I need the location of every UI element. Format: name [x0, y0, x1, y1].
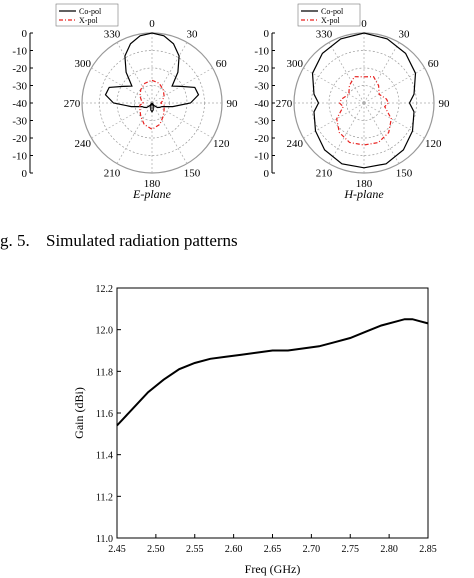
e-plane-angle-label: 90 — [227, 98, 239, 110]
y-axis-label: Gain (dBi) — [72, 387, 86, 439]
e-plane-angle-label: 180 — [144, 178, 161, 190]
x-tick-label: 2.60 — [225, 544, 243, 555]
h-plane-grid-spoke — [303, 102, 365, 139]
h-plane-angle-label: 240 — [286, 138, 303, 150]
h-plane-grid-spoke — [363, 102, 425, 139]
h-plane-radial-tick-label: -30 — [254, 81, 269, 93]
caption-text: Simulated radiation patterns — [46, 231, 238, 250]
h-plane-angle-label: 90 — [439, 98, 451, 110]
e-plane-grid-spoke — [151, 102, 213, 139]
y-tick-label: 11.8 — [96, 367, 113, 378]
h-plane-plane-label: H-plane — [343, 187, 384, 201]
figure-caption: g. 5. Simulated radiation patterns — [0, 231, 474, 251]
h-plane-radial-tick-label: 0 — [264, 168, 270, 180]
e-plane-radial-tick-label: -20 — [12, 63, 27, 75]
e-plane-angle-label: 270 — [64, 98, 81, 110]
e-plane-radial-tick-label: 0 — [22, 28, 28, 40]
h-plane-angle-label: 120 — [425, 138, 442, 150]
e-plane-grid-spoke — [151, 42, 188, 104]
e-plane-radial-tick-label: -10 — [12, 151, 27, 163]
e-plane-polar-chart: 0 30 60 90 120 150 180 210 240 270 300 330 0 -10 -20 -3… — [12, 3, 239, 201]
e-plane-angle-label: 240 — [74, 138, 91, 150]
e-plane-radial-tick-label: -30 — [12, 116, 27, 128]
h-plane-angle-label: 60 — [428, 58, 440, 70]
h-plane-radial-tick-label: 0 — [264, 28, 270, 40]
gain-series-line — [116, 318, 429, 427]
e-plane-grid-spoke — [116, 42, 153, 104]
e-plane-radial-tick-label: -30 — [12, 81, 27, 93]
h-plane-angle-label: 300 — [286, 58, 303, 70]
h-plane-angle-label: 270 — [276, 98, 293, 110]
h-plane-radial-tick-label: -30 — [254, 116, 269, 128]
h-plane-radial-tick-label: -10 — [254, 151, 269, 163]
e-plane-legend-label: Co-pol — [79, 7, 102, 16]
e-plane-angle-label: 210 — [104, 167, 121, 179]
e-plane-radial-tick-label: -40 — [12, 98, 27, 110]
e-plane-angle-label: 330 — [104, 29, 121, 41]
figure-label: g. 5. — [0, 231, 30, 250]
h-plane-angle-label: 150 — [396, 167, 413, 179]
e-plane-radial-tick-label: -10 — [12, 46, 27, 58]
e-plane-angle-label: 0 — [149, 18, 155, 30]
e-plane-legend-label: X-pol — [79, 16, 98, 25]
h-plane-radial-tick-label: -40 — [254, 98, 269, 110]
y-tick-label: 11.6 — [96, 409, 113, 420]
x-tick-label: 2.45 — [108, 544, 126, 555]
h-plane-angle-label: 210 — [316, 167, 333, 179]
h-plane-angle-label: 30 — [399, 29, 411, 41]
h-plane-polar-chart: 0 30 60 90 120 150 180 210 240 270 300 330 0 -10 -20 -3… — [254, 3, 451, 201]
h-plane-angle-label: 330 — [316, 29, 333, 41]
e-plane-grid-circle — [116, 67, 188, 139]
y-tick-label: 11.4 — [96, 451, 113, 462]
y-tick-label: 11.2 — [96, 492, 113, 503]
e-plane-plane-label: E-plane — [132, 187, 172, 201]
e-plane-series-co-pol — [104, 32, 200, 113]
h-plane-radial-tick-label: -20 — [254, 63, 269, 75]
x-tick-label: 2.85 — [419, 544, 437, 555]
e-plane-angle-label: 300 — [74, 58, 91, 70]
e-plane-radial-tick-label: 0 — [22, 168, 28, 180]
x-axis-label: Freq (GHz) — [245, 562, 301, 576]
h-plane-grid-circle — [328, 67, 400, 139]
h-plane-grid-spoke — [363, 42, 400, 104]
h-plane-legend-label: Co-pol — [321, 7, 344, 16]
h-plane-angle-label: 0 — [361, 18, 367, 30]
h-plane-grid-spoke — [328, 42, 365, 104]
e-plane-series-x-pol — [139, 79, 165, 131]
y-tick-label: 12.0 — [96, 326, 114, 337]
h-plane-angle-label: 180 — [356, 178, 373, 190]
e-plane-grid-spoke — [91, 102, 153, 139]
h-plane-legend-label: X-pol — [321, 16, 340, 25]
x-tick-label: 2.55 — [186, 544, 204, 555]
e-plane-angle-label: 120 — [213, 138, 230, 150]
h-plane-radial-tick-label: -20 — [254, 133, 269, 145]
e-plane-angle-label: 30 — [187, 29, 199, 41]
e-plane-angle-label: 150 — [184, 167, 201, 179]
gain-line-chart: 2.45 2.50 2.55 2.60 2.65 2.70 2.75 2.80 2.85 11.0… — [72, 284, 437, 576]
x-tick-label: 2.75 — [342, 544, 360, 555]
x-tick-label: 2.65 — [264, 544, 282, 555]
x-tick-label: 2.80 — [380, 544, 398, 555]
x-tick-label: 2.70 — [303, 544, 321, 555]
h-plane-radial-tick-label: -10 — [254, 46, 269, 58]
e-plane-radial-tick-label: -20 — [12, 133, 27, 145]
h-plane-series-co-pol — [311, 32, 417, 169]
y-tick-label: 11.0 — [96, 534, 113, 545]
x-tick-label: 2.50 — [147, 544, 165, 555]
y-tick-label: 12.2 — [96, 284, 114, 295]
e-plane-angle-label: 60 — [216, 58, 228, 70]
